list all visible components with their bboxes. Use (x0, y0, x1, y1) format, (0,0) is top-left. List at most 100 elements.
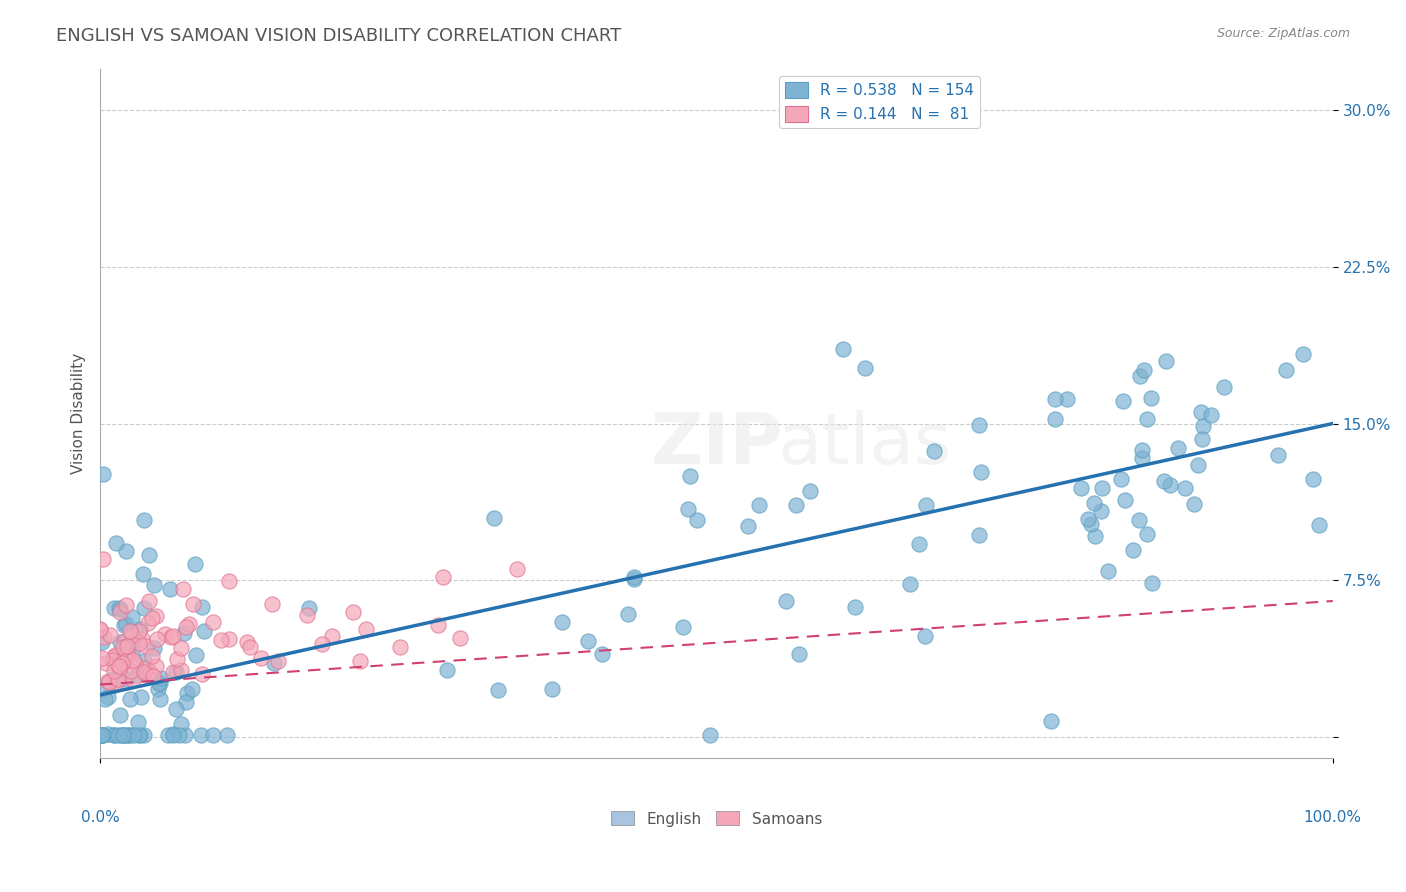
Point (173, 625, 195, 640)
Point (96, 657, 118, 671)
Point (737, 519, 759, 533)
Point (165, 665, 187, 679)
Point (115, 639, 138, 653)
Text: 0.0%: 0.0% (80, 810, 120, 825)
Text: ENGLISH VS SAMOAN VISION DISABILITY CORRELATION CHART: ENGLISH VS SAMOAN VISION DISABILITY CORR… (56, 27, 621, 45)
Point (1129, 369, 1152, 384)
Point (105, 674, 128, 689)
Point (1159, 478, 1181, 492)
Point (110, 728, 132, 742)
Point (98, 628, 121, 642)
Point (124, 728, 146, 742)
Point (686, 513, 709, 527)
Point (131, 632, 153, 646)
Point (174, 728, 197, 742)
Point (1135, 527, 1157, 541)
Point (236, 635, 259, 649)
Point (1212, 380, 1234, 394)
Point (103, 665, 125, 679)
Point (342, 606, 364, 620)
Point (89, 622, 111, 636)
Point (117, 728, 139, 742)
Point (169, 728, 191, 742)
Point (103, 678, 125, 692)
Point (172, 582, 194, 596)
Point (576, 634, 599, 648)
Point (90, 681, 112, 696)
Point (898, 577, 921, 591)
Point (263, 656, 285, 670)
Point (1191, 405, 1213, 419)
Point (89, 623, 111, 637)
Point (1302, 472, 1324, 486)
Point (148, 676, 170, 690)
Point (125, 668, 148, 682)
Point (250, 651, 273, 665)
Point (1130, 442, 1153, 457)
Point (1153, 474, 1175, 488)
Point (112, 728, 135, 742)
Point (114, 598, 136, 612)
Point (174, 620, 197, 634)
Point (1040, 714, 1063, 729)
Point (908, 537, 931, 551)
Point (114, 634, 136, 648)
Point (924, 443, 946, 458)
Point (120, 728, 142, 742)
Point (1292, 347, 1315, 361)
Point (1114, 492, 1136, 507)
Point (153, 627, 176, 641)
Point (162, 665, 184, 679)
Point (311, 637, 333, 651)
Point (1184, 497, 1206, 511)
Point (1199, 408, 1222, 422)
Point (170, 717, 193, 731)
Point (1140, 391, 1163, 405)
Point (121, 610, 143, 624)
Point (1097, 565, 1119, 579)
Legend: English, Samoans: English, Samoans (605, 805, 828, 832)
Point (146, 632, 169, 646)
Point (1043, 412, 1066, 426)
Point (115, 672, 138, 686)
Point (103, 600, 125, 615)
Point (162, 629, 184, 643)
Point (139, 665, 162, 680)
Point (162, 726, 184, 740)
Point (114, 646, 136, 660)
Point (623, 572, 645, 586)
Point (540, 681, 562, 696)
Point (1130, 450, 1153, 465)
Point (134, 513, 156, 527)
Point (785, 498, 807, 512)
Point (108, 659, 131, 673)
Point (114, 648, 136, 663)
Point (121, 648, 143, 662)
Point (105, 657, 128, 672)
Point (142, 640, 165, 655)
Point (103, 650, 125, 665)
Point (170, 663, 193, 677)
Point (141, 649, 163, 664)
Text: atlas: atlas (778, 410, 952, 479)
Point (97, 727, 120, 741)
Point (93, 631, 115, 645)
Point (93, 467, 115, 481)
Point (159, 630, 181, 644)
Point (111, 657, 134, 671)
Point (136, 615, 159, 630)
Point (915, 498, 938, 512)
Point (112, 728, 135, 742)
Point (162, 727, 184, 741)
Point (239, 640, 262, 654)
Point (1154, 354, 1177, 368)
Point (114, 616, 136, 631)
Point (1084, 529, 1107, 543)
Point (174, 695, 197, 709)
Point (184, 558, 207, 572)
Point (181, 682, 204, 697)
Point (1267, 448, 1289, 462)
Point (115, 543, 138, 558)
Point (321, 629, 343, 643)
Point (108, 707, 131, 722)
